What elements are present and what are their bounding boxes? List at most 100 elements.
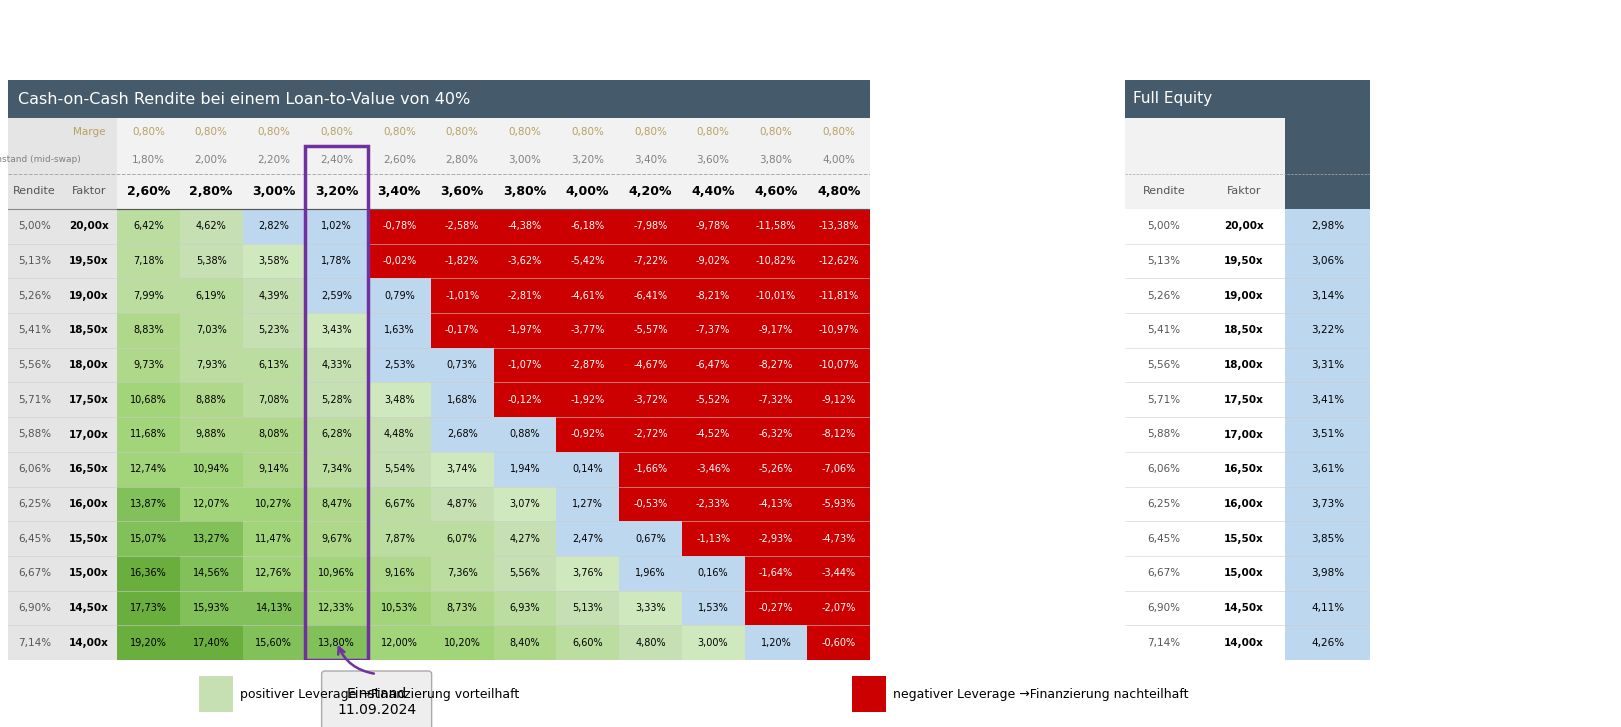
Bar <box>117 348 180 382</box>
Text: 1,20%: 1,20% <box>760 638 791 648</box>
Bar <box>180 590 243 625</box>
Bar <box>305 521 368 556</box>
Text: 1,96%: 1,96% <box>635 569 666 578</box>
Bar <box>368 278 431 313</box>
Text: Marge: Marge <box>73 127 105 137</box>
Text: 4,26%: 4,26% <box>1311 638 1344 648</box>
Text: 18,50x: 18,50x <box>70 326 109 335</box>
Bar <box>807 590 870 625</box>
Text: -4,61%: -4,61% <box>571 291 605 301</box>
Bar <box>431 313 493 348</box>
Bar <box>807 486 870 521</box>
Text: -3,62%: -3,62% <box>507 256 541 266</box>
Bar <box>180 417 243 452</box>
Bar <box>556 452 619 486</box>
Text: 11,47%: 11,47% <box>256 534 292 544</box>
Bar <box>619 417 682 452</box>
Text: -7,37%: -7,37% <box>695 326 731 335</box>
Text: 4,39%: 4,39% <box>259 291 289 301</box>
Bar <box>1285 313 1370 348</box>
Text: 3,61%: 3,61% <box>1311 465 1344 474</box>
Bar <box>682 521 744 556</box>
Text: 0,14%: 0,14% <box>572 465 603 474</box>
Text: 17,73%: 17,73% <box>130 603 167 613</box>
Text: 5,13%: 5,13% <box>18 256 52 266</box>
Text: 6,06%: 6,06% <box>18 465 50 474</box>
Text: 5,13%: 5,13% <box>1148 256 1180 266</box>
Bar <box>556 278 619 313</box>
Text: 19,50x: 19,50x <box>1224 256 1264 266</box>
Text: -2,93%: -2,93% <box>759 534 793 544</box>
Text: 0,80%: 0,80% <box>321 127 353 137</box>
Text: 8,73%: 8,73% <box>447 603 478 613</box>
Text: 9,14%: 9,14% <box>259 465 289 474</box>
Bar <box>619 209 682 244</box>
Text: 5,88%: 5,88% <box>18 430 52 440</box>
Text: 3,80%: 3,80% <box>503 185 546 198</box>
Text: 8,40%: 8,40% <box>509 638 540 648</box>
Bar <box>493 348 556 382</box>
Bar <box>305 146 368 660</box>
Text: -2,58%: -2,58% <box>444 221 480 231</box>
Text: Faktor: Faktor <box>71 187 107 196</box>
Bar <box>117 278 180 313</box>
Bar <box>180 348 243 382</box>
Bar <box>180 486 243 521</box>
Bar <box>682 452 744 486</box>
Text: -6,32%: -6,32% <box>759 430 793 440</box>
Text: 18,00x: 18,00x <box>1224 360 1264 370</box>
Text: 3,73%: 3,73% <box>1311 499 1344 509</box>
Text: 9,67%: 9,67% <box>321 534 352 544</box>
Bar <box>180 278 243 313</box>
Text: 3,00%: 3,00% <box>253 185 295 198</box>
Text: -2,07%: -2,07% <box>822 603 856 613</box>
Text: -3,77%: -3,77% <box>571 326 605 335</box>
Text: 5,26%: 5,26% <box>18 291 52 301</box>
Bar <box>807 556 870 590</box>
Bar <box>117 313 180 348</box>
Text: 19,00x: 19,00x <box>70 291 109 301</box>
Bar <box>744 521 807 556</box>
Bar <box>180 452 243 486</box>
Bar <box>744 244 807 278</box>
Bar <box>619 590 682 625</box>
Text: 3,07%: 3,07% <box>509 499 540 509</box>
Text: 18,00x: 18,00x <box>70 360 109 370</box>
Text: 13,87%: 13,87% <box>130 499 167 509</box>
Bar <box>243 382 305 417</box>
Bar <box>368 209 431 244</box>
Bar <box>368 382 431 417</box>
Bar <box>180 521 243 556</box>
Bar <box>1285 521 1370 556</box>
Text: 0,80%: 0,80% <box>446 127 478 137</box>
Text: 6,93%: 6,93% <box>509 603 540 613</box>
Bar <box>431 521 493 556</box>
Text: 7,14%: 7,14% <box>1148 638 1180 648</box>
Text: 6,07%: 6,07% <box>447 534 478 544</box>
Text: 3,41%: 3,41% <box>1311 395 1344 405</box>
Text: 0,80%: 0,80% <box>759 127 793 137</box>
Bar <box>117 209 180 244</box>
Bar <box>682 556 744 590</box>
Text: 7,03%: 7,03% <box>196 326 227 335</box>
Text: 7,99%: 7,99% <box>133 291 164 301</box>
Bar <box>807 625 870 660</box>
Text: -4,38%: -4,38% <box>507 221 541 231</box>
Bar <box>744 278 807 313</box>
Bar <box>853 676 887 712</box>
Text: 6,13%: 6,13% <box>259 360 289 370</box>
Text: positiver Leverage →Finanzierung vorteilhaft: positiver Leverage →Finanzierung vorteil… <box>240 688 519 701</box>
Text: 0,80%: 0,80% <box>634 127 666 137</box>
Text: 5,00%: 5,00% <box>18 221 50 231</box>
Text: 0,80%: 0,80% <box>509 127 541 137</box>
Text: -8,12%: -8,12% <box>822 430 856 440</box>
Text: 17,40%: 17,40% <box>193 638 230 648</box>
Bar <box>117 590 180 625</box>
Text: 4,20%: 4,20% <box>629 185 673 198</box>
Text: 0,80%: 0,80% <box>195 127 227 137</box>
Text: 3,58%: 3,58% <box>258 256 289 266</box>
Text: -1,82%: -1,82% <box>446 256 480 266</box>
Text: 3,20%: 3,20% <box>571 155 605 165</box>
Bar <box>1125 80 1370 118</box>
Text: 3,85%: 3,85% <box>1311 534 1344 544</box>
